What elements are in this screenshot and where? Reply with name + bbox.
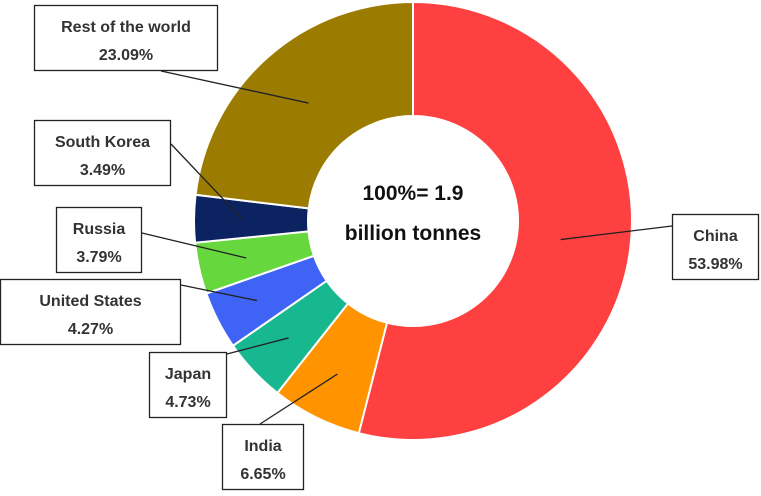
leader-line-india <box>259 373 338 425</box>
label-box-india <box>221 423 305 491</box>
data-label-value-japan: 4.73% <box>165 394 210 411</box>
data-label-name-russia: Russia <box>73 221 126 238</box>
label-box-russia <box>55 206 143 274</box>
data-label-value-south-korea: 3.49% <box>80 162 125 179</box>
leader-line-china <box>560 225 673 241</box>
label-box-china <box>671 213 760 281</box>
data-label-name-china: China <box>693 228 738 245</box>
center-label-line-2: billion tonnes <box>345 222 482 245</box>
slice-rest-of-the-world <box>194 0 414 210</box>
slice-china <box>357 0 633 441</box>
data-label-name-japan: Japan <box>165 366 211 383</box>
data-label-value-rest-of-the-world: 23.09% <box>99 47 153 64</box>
label-box-rest-of-the-world <box>33 4 219 72</box>
data-label-name-rest-of-the-world: Rest of the world <box>61 19 191 36</box>
data-label-value-china: 53.98% <box>688 256 742 273</box>
center-label: 100%= 1.9 billion tonnes <box>345 182 482 245</box>
leader-line-united-states <box>180 284 258 302</box>
data-label-name-united-states: United States <box>39 293 141 310</box>
leader-line-russia <box>141 232 247 259</box>
center-label-line-1: 100%= 1.9 <box>362 182 463 205</box>
leader-line-rest-of-the-world <box>160 70 309 104</box>
data-labels-layer: China 53.98% India 6.65% Japan 4.73% United St… <box>0 4 760 491</box>
data-label-name-south-korea: South Korea <box>55 134 150 151</box>
data-label-value-united-states: 4.27% <box>68 321 113 338</box>
leader-line-south-korea <box>170 143 243 220</box>
label-box-south-korea <box>33 119 172 187</box>
leader-lines-layer <box>141 70 673 425</box>
leader-line-japan <box>226 337 289 355</box>
data-label-value-russia: 3.79% <box>76 249 121 266</box>
label-box-japan <box>148 351 228 419</box>
slices-layer <box>193 0 633 441</box>
data-label-name-india: India <box>244 438 281 455</box>
data-label-value-india: 6.65% <box>240 466 285 483</box>
label-box-united-states <box>0 278 182 346</box>
